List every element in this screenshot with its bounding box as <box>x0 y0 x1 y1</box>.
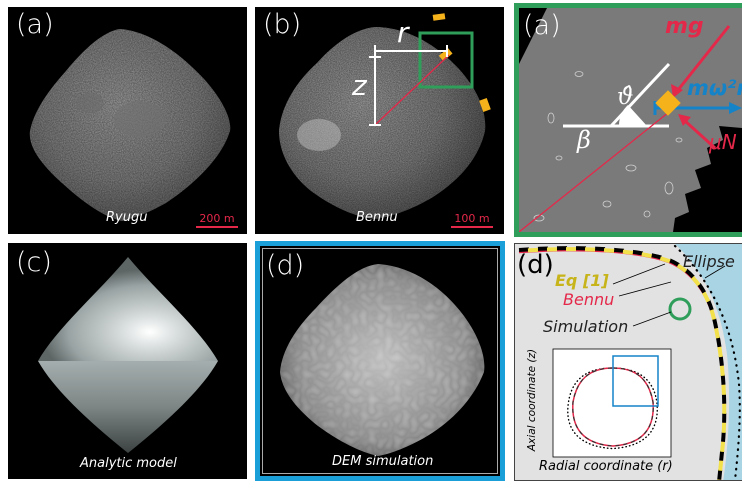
bennu-image <box>279 13 491 219</box>
centrifugal-label: mω²r <box>687 76 742 100</box>
ryugu-image <box>29 29 231 221</box>
panel-b-label: (b) <box>263 9 302 40</box>
red-radius-line <box>374 54 450 126</box>
theta-label: ϑ̂ <box>617 84 634 110</box>
mg-label: mg <box>665 14 704 39</box>
ryugu-scale-label: 200 m <box>199 212 235 225</box>
dem-inner: (d) DEM simulation <box>260 246 500 476</box>
inset-zoom-box <box>612 355 659 407</box>
r-label: r <box>397 16 409 49</box>
inset-sim <box>572 367 654 447</box>
panel-d-label: (d) <box>266 250 305 281</box>
inset-ylabel: Axial coordinate (z) <box>526 348 538 452</box>
panel-dem-simulation: (d) DEM simulation <box>255 241 505 481</box>
orange-marker-right <box>479 97 491 113</box>
bennu-scalebar: 100 m <box>451 212 493 228</box>
orange-block <box>655 90 681 116</box>
profile-label: (d) <box>517 250 554 280</box>
ellipse-curve <box>673 244 741 480</box>
panel-ryugu: (a) Ryugu 200 m <box>8 7 247 234</box>
legend-ellipse: Ellipse <box>683 252 735 271</box>
beta-angle <box>618 105 647 126</box>
ryugu-scale-line <box>196 226 238 228</box>
profile-svg <box>518 244 742 480</box>
panel-analytic-model: (c) Analytic model <box>8 243 247 479</box>
zoom-box <box>418 31 474 89</box>
panel-bennu: (b) r z Bennu 100 m <box>255 7 504 234</box>
analytic-caption: Analytic model <box>80 456 177 471</box>
friction-label: μN <box>709 130 737 154</box>
bennu-scale-label: 100 m <box>454 212 490 225</box>
friction-arrow <box>682 118 717 150</box>
red-diagonal <box>519 111 670 232</box>
bennu-caption: Bennu <box>356 210 398 225</box>
panel-a-label: (a) <box>16 9 54 40</box>
dem-caption: DEM simulation <box>332 454 434 469</box>
force-diagram-svg <box>519 8 742 232</box>
mg-arrow <box>676 25 731 91</box>
orange-marker-box <box>438 48 453 62</box>
bennu-scale-line <box>451 226 493 228</box>
orange-marker-top <box>432 13 446 21</box>
legend-simulation: Simulation <box>543 317 629 336</box>
inset-ellipse <box>567 367 658 450</box>
analytic-model-image <box>38 257 218 453</box>
inset-xlabel: Radial coordinate (r) <box>539 459 673 474</box>
panel-force-diagram: (a) mg mω²r μN ϑ̂ β <box>514 3 742 237</box>
eq1-curve <box>518 247 727 480</box>
ryugu-scalebar: 200 m <box>196 212 238 228</box>
force-inner: (a) mg mω²r μN ϑ̂ β <box>519 8 742 232</box>
panel-c-label: (c) <box>16 247 52 278</box>
beta-label: β <box>577 126 591 154</box>
ryugu-caption: Ryugu <box>106 210 148 225</box>
panel-profile-plot: (d) Ellipse Eq [1] Bennu Simulation Axia… <box>514 243 742 481</box>
legend-bennu: Bennu <box>563 290 615 309</box>
r-bracket <box>374 45 448 57</box>
dem-image <box>280 264 485 456</box>
force-label: (a) <box>523 10 561 41</box>
z-label: z <box>352 69 367 102</box>
legend-eq: Eq [1] <box>555 271 609 290</box>
slope-line <box>609 62 671 128</box>
outer-region <box>675 244 742 480</box>
green-circle-marker <box>668 297 692 321</box>
